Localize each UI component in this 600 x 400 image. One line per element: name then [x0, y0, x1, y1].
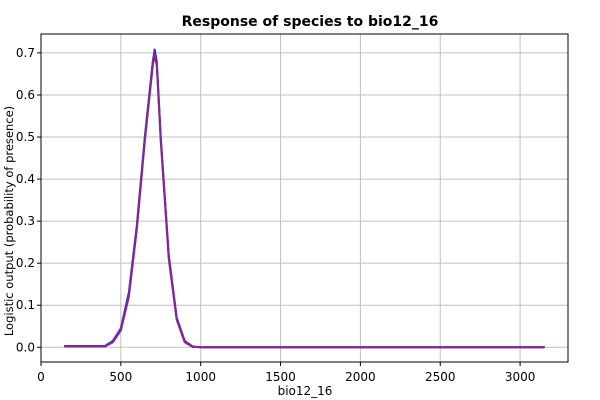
- y-tick-label-1: 0.1: [16, 298, 35, 312]
- y-tick-label-3: 0.3: [16, 214, 35, 228]
- x-tick-label-0: 0: [37, 370, 45, 384]
- series-line-1: [63, 54, 546, 349]
- x-tick-label-5: 2500: [425, 370, 456, 384]
- y-tick-label-2: 0.2: [16, 256, 35, 270]
- plot-frame: [40, 33, 569, 363]
- series-layer: [63, 48, 546, 349]
- y-tick-label-4: 0.4: [16, 172, 35, 186]
- x-tick-label-2: 1000: [185, 370, 216, 384]
- y-axis-label: Logistic output (probability of presence…: [2, 106, 16, 336]
- x-tick-label-1: 500: [109, 370, 132, 384]
- y-tick-label-6: 0.6: [16, 88, 35, 102]
- series-line-0: [63, 48, 546, 349]
- x-tick-label-4: 2000: [345, 370, 376, 384]
- grid-layer: [40, 34, 568, 362]
- x-tick-label-6: 3000: [505, 370, 536, 384]
- chart-title: Response of species to bio12_16: [182, 14, 439, 30]
- series-line-2: [63, 51, 546, 349]
- y-tick-label-0: 0.0: [16, 340, 35, 354]
- tick-layer: 0 500 1000 1500 2000 2500 3000 0.0 0.1 0.2 0.3 0.4 0…: [16, 46, 535, 384]
- y-tick-label-5: 0.5: [16, 130, 35, 144]
- y-tick-label-7: 0.7: [16, 46, 35, 60]
- x-axis-label: bio12_16: [278, 384, 333, 398]
- x-tick-label-3: 1500: [265, 370, 296, 384]
